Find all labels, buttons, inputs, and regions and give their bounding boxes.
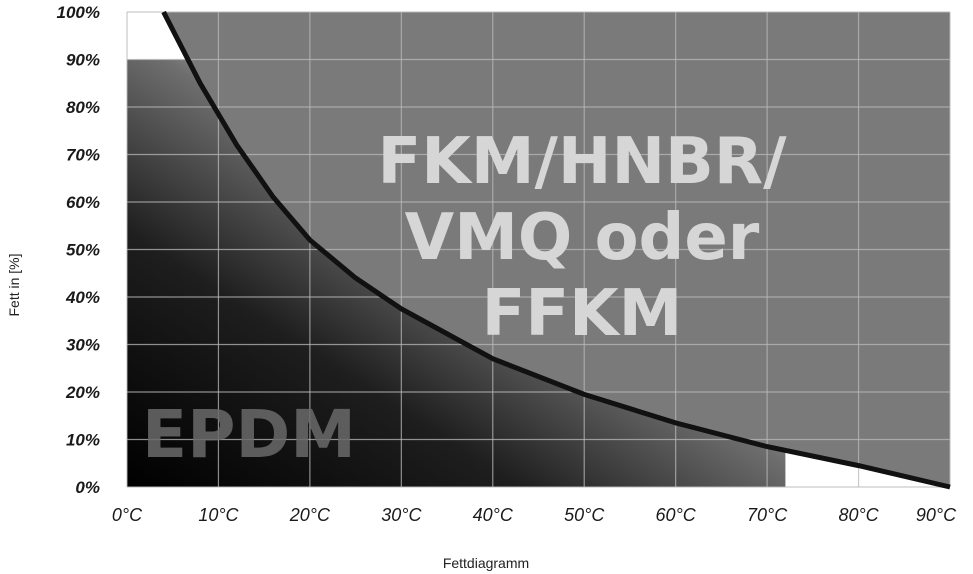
x-tick-label: 50°C [564,505,605,525]
x-tick-label: 10°C [198,505,239,525]
grid-lines [126,11,951,488]
x-tick-label: 60°C [656,505,697,525]
y-tick-label: 0% [75,478,100,497]
x-tick-label: 40°C [473,505,514,525]
x-tick-label: 80°C [838,505,879,525]
x-axis-ticks: 0°C 10°C 20°C 30°C 40°C 50°C 60°C 70°C 80°C 90°C [112,505,957,525]
y-tick-label: 10% [66,431,100,450]
fkm-label-line: VMQ oder [405,201,760,275]
y-tick-label: 70% [66,146,100,165]
y-tick-label: 50% [66,241,100,260]
y-axis-ticks: 0% 10% 20% 30% 40% 50% 60% 70% 80% 90% 100% [57,3,100,497]
y-tick-label: 80% [66,98,100,117]
chart-caption: Fettdiagramm [443,555,529,571]
fkm-region-label: FKM/HNBR/VMQ oder FFKM [378,125,788,351]
y-tick-label: 60% [66,193,100,212]
x-tick-label: 30°C [381,505,422,525]
x-tick-label: 0°C [112,505,143,525]
epdm-region-label: EPDM [142,396,356,473]
x-tick-label: 90°C [916,505,957,525]
boundary-curve [161,10,951,490]
y-tick-label: 100% [57,3,100,22]
fkm-label-line: FFKM [482,277,683,351]
y-axis-label: Fett in [%] [6,253,22,316]
y-tick-label: 20% [65,383,100,402]
y-tick-label: 30% [66,336,100,355]
y-tick-label: 40% [65,288,100,307]
y-tick-label: 90% [66,51,100,70]
x-tick-label: 20°C [289,505,331,525]
x-tick-label: 70°C [747,505,788,525]
fkm-label-line: FKM/HNBR/ [378,125,788,199]
